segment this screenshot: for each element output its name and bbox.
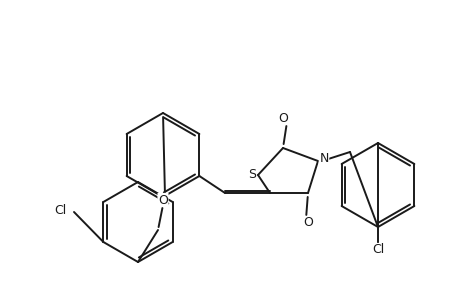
Text: O: O — [277, 112, 287, 124]
Text: Cl: Cl — [54, 203, 66, 217]
Text: N: N — [319, 152, 328, 166]
Text: S: S — [247, 169, 256, 182]
Text: Cl: Cl — [371, 244, 383, 256]
Text: O: O — [158, 194, 168, 206]
Text: O: O — [302, 217, 312, 230]
